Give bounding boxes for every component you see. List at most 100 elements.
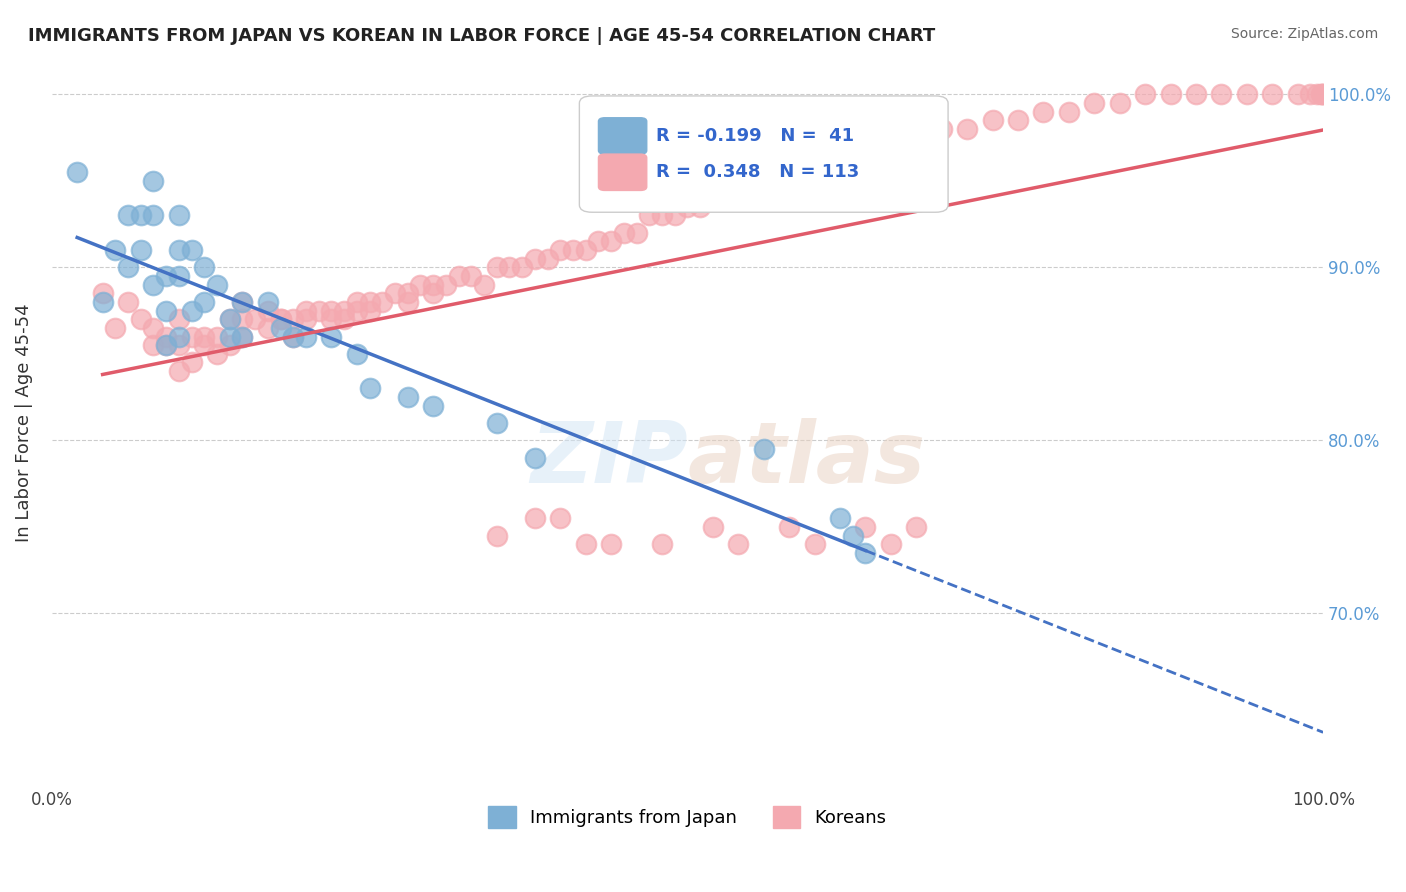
Point (283, 329, 305, 343)
Point (447, 268, 470, 283)
Point (855, 546, 877, 560)
Point (218, 338, 240, 352)
Point (396, 286, 419, 301)
Point (841, 528, 863, 542)
Point (270, 312, 292, 326)
Point (66, 165, 89, 179)
Point (434, 277, 457, 292)
Point (155, 303, 177, 318)
Point (231, 329, 253, 343)
Point (523, 511, 546, 525)
Point (868, 139, 890, 153)
Point (205, 277, 228, 292)
Point (205, 347, 228, 361)
Point (142, 338, 165, 352)
Point (536, 252, 558, 266)
Point (498, 260, 520, 275)
Point (359, 303, 381, 318)
Point (689, 200, 711, 214)
Point (142, 174, 165, 188)
Point (257, 321, 280, 335)
Point (905, 520, 928, 534)
Point (346, 303, 368, 318)
Text: Source: ZipAtlas.com: Source: ZipAtlas.com (1230, 27, 1378, 41)
Point (218, 329, 240, 343)
Point (676, 200, 699, 214)
Point (155, 338, 177, 352)
Point (1286, 87, 1309, 102)
Point (321, 303, 343, 318)
Point (727, 537, 749, 551)
Point (702, 520, 724, 534)
Point (231, 329, 253, 343)
Point (1309, 87, 1331, 102)
Point (117, 260, 139, 275)
Point (613, 226, 636, 240)
Point (765, 165, 787, 179)
Point (155, 338, 177, 352)
Point (295, 303, 318, 318)
Point (155, 268, 177, 283)
Legend: Immigrants from Japan, Koreans: Immigrants from Japan, Koreans (481, 799, 894, 836)
Point (523, 252, 546, 266)
Point (231, 294, 253, 309)
Point (193, 338, 215, 352)
Point (651, 537, 673, 551)
Point (218, 312, 240, 326)
Point (321, 312, 343, 326)
Point (575, 537, 598, 551)
Point (104, 243, 127, 257)
Point (1312, 87, 1334, 102)
Point (1083, 95, 1105, 110)
Point (396, 390, 419, 404)
Point (485, 260, 508, 275)
Point (740, 174, 762, 188)
FancyBboxPatch shape (599, 118, 647, 154)
Point (702, 191, 724, 205)
Point (550, 511, 572, 525)
Point (308, 303, 330, 318)
Point (931, 121, 953, 136)
Point (205, 329, 228, 343)
Point (91, 294, 114, 309)
Point (409, 277, 432, 292)
Point (460, 268, 482, 283)
Point (270, 312, 292, 326)
Point (167, 268, 190, 283)
Point (142, 277, 165, 292)
Point (104, 321, 127, 335)
Point (422, 286, 444, 301)
Point (485, 528, 508, 542)
Point (472, 277, 495, 292)
Point (91, 286, 114, 301)
Point (1211, 87, 1233, 102)
Point (129, 312, 152, 326)
Point (180, 355, 202, 369)
Point (828, 148, 851, 162)
Point (333, 312, 356, 326)
Point (142, 321, 165, 335)
Point (1057, 104, 1080, 119)
Point (384, 286, 406, 301)
Point (422, 277, 444, 292)
Point (321, 329, 343, 343)
Point (167, 338, 190, 352)
Text: IMMIGRANTS FROM JAPAN VS KOREAN IN LABOR FORCE | AGE 45-54 CORRELATION CHART: IMMIGRANTS FROM JAPAN VS KOREAN IN LABOR… (28, 27, 935, 45)
Point (346, 294, 368, 309)
FancyBboxPatch shape (599, 154, 647, 190)
Point (346, 347, 368, 361)
Point (714, 182, 737, 196)
Point (1185, 87, 1208, 102)
Point (295, 312, 318, 326)
Point (142, 208, 165, 222)
Point (167, 208, 190, 222)
Point (803, 537, 825, 551)
Point (855, 520, 877, 534)
Point (283, 329, 305, 343)
Point (180, 329, 202, 343)
Point (167, 364, 190, 378)
Text: ZIP: ZIP (530, 417, 688, 501)
Point (651, 208, 673, 222)
Point (231, 312, 253, 326)
Point (600, 537, 623, 551)
